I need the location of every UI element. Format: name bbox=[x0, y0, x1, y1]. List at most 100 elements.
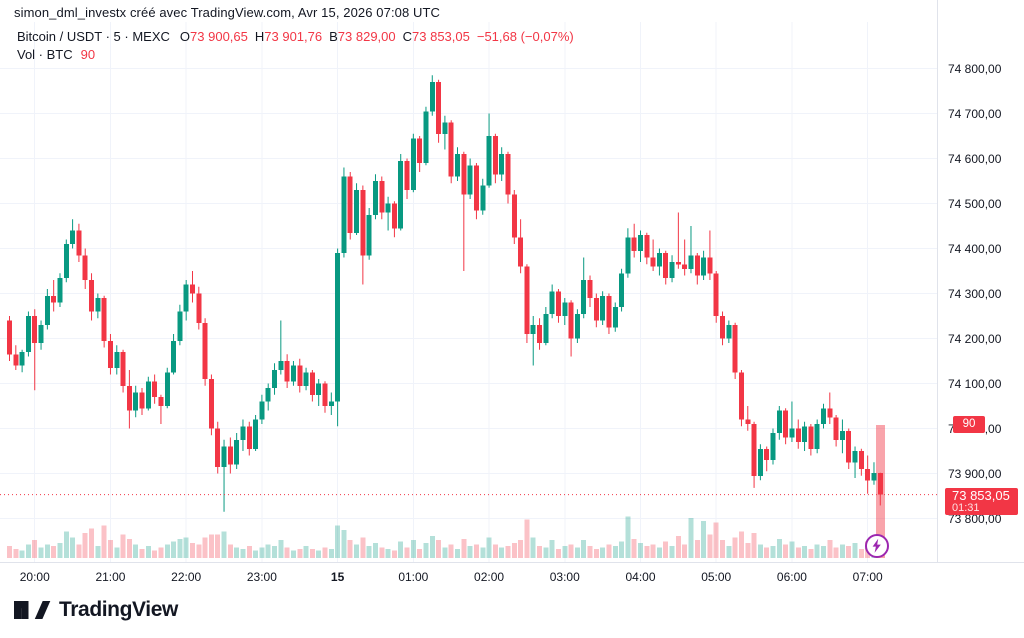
candle-body bbox=[776, 410, 782, 433]
volume-bar bbox=[518, 540, 524, 558]
legend-volume-row: Vol · BTC 90 bbox=[17, 46, 574, 63]
candle-body bbox=[808, 426, 814, 449]
volume-bar bbox=[297, 549, 303, 558]
volume-bar bbox=[820, 546, 826, 558]
candle-body bbox=[202, 322, 208, 379]
footer: TradingView bbox=[14, 596, 178, 624]
volume-bar bbox=[316, 550, 322, 558]
volume-bar bbox=[95, 546, 101, 558]
volume-bar bbox=[114, 547, 120, 558]
volume-bar bbox=[44, 544, 50, 558]
candle-body bbox=[814, 424, 820, 449]
volume-bar bbox=[524, 519, 530, 558]
candle-body bbox=[820, 408, 826, 424]
volume-bar bbox=[530, 537, 536, 558]
open-value: O73 900,65 bbox=[179, 29, 248, 44]
volume-bar bbox=[322, 547, 328, 558]
flash-button[interactable] bbox=[863, 532, 891, 560]
candle-body bbox=[555, 291, 561, 316]
tradingview-logo-icon bbox=[14, 601, 51, 619]
volume-bar bbox=[581, 540, 587, 558]
candle-body bbox=[764, 448, 770, 460]
volume-bar bbox=[101, 525, 107, 558]
candle-body bbox=[581, 280, 587, 314]
candle-body bbox=[770, 433, 776, 460]
volume-bar bbox=[448, 544, 454, 558]
candle-body bbox=[76, 230, 82, 256]
time-axis[interactable]: 20:00 21:00 22:00 23:00 15 01:00 02:00 03:00 04:… bbox=[0, 562, 1024, 590]
volume-bar bbox=[732, 537, 738, 558]
candle-body bbox=[328, 401, 334, 406]
candle-body bbox=[707, 257, 713, 274]
price-tick-label: 73 800,00 bbox=[948, 511, 1002, 526]
candle-body bbox=[32, 316, 38, 343]
volume-bar bbox=[688, 518, 694, 558]
candle-body bbox=[518, 237, 524, 267]
candle-body bbox=[802, 426, 808, 442]
volume-bar bbox=[486, 537, 492, 558]
candle-body bbox=[114, 352, 120, 368]
volume-bar bbox=[612, 546, 618, 558]
volume-bar bbox=[76, 544, 82, 558]
volume-bar bbox=[669, 546, 675, 558]
candle-body bbox=[391, 203, 397, 229]
symbol-title[interactable]: Bitcoin / USDT · 5 · MEXC bbox=[17, 29, 170, 44]
candle-body bbox=[467, 165, 473, 195]
volume-bar bbox=[492, 544, 498, 558]
volume-title[interactable]: Vol · BTC bbox=[17, 47, 73, 62]
candle-body bbox=[133, 392, 139, 411]
price-tick-label: 74 100,00 bbox=[948, 376, 1002, 391]
volume-bar bbox=[846, 546, 852, 558]
volume-bar bbox=[638, 543, 643, 558]
candle-body bbox=[745, 419, 751, 424]
price-axis[interactable]: 74 800,00 74 700,00 74 600,00 74 500,00 74 4… bbox=[937, 0, 1024, 562]
volume-bar bbox=[227, 544, 233, 558]
volume-bar bbox=[57, 543, 63, 558]
candle-body bbox=[644, 235, 650, 258]
volume-bar bbox=[177, 538, 183, 558]
volume-bar bbox=[827, 540, 833, 558]
tradingview-logo-text: TradingView bbox=[59, 598, 178, 621]
candlestick-chart[interactable] bbox=[0, 0, 938, 562]
candle-body bbox=[44, 295, 50, 325]
candle-body bbox=[568, 302, 574, 339]
volume-bar bbox=[391, 550, 397, 558]
candle-body bbox=[13, 354, 19, 366]
change-value: −51,68 (−0,07%) bbox=[476, 29, 574, 44]
candle-body bbox=[177, 311, 183, 341]
candle-body bbox=[360, 190, 366, 256]
candle-body bbox=[57, 277, 63, 303]
candle-body bbox=[89, 280, 95, 312]
volume-bar bbox=[335, 525, 341, 558]
volume-bar bbox=[13, 549, 19, 558]
candle-body bbox=[404, 160, 410, 190]
volume-bar bbox=[202, 537, 208, 558]
candle-body bbox=[543, 313, 549, 343]
volume-bar bbox=[644, 546, 650, 558]
volume-bar bbox=[196, 544, 202, 558]
time-tick-label: 02:00 bbox=[474, 570, 505, 584]
volume-bar bbox=[789, 541, 795, 558]
candle-body bbox=[253, 419, 259, 449]
time-tick-label: 01:00 bbox=[398, 570, 429, 584]
candle-body bbox=[795, 428, 801, 442]
candle-body bbox=[366, 214, 372, 256]
volume-bar bbox=[593, 549, 599, 558]
volume-bar bbox=[379, 547, 385, 558]
candle-body bbox=[309, 372, 315, 395]
volume-bar bbox=[152, 550, 158, 558]
volume-bar bbox=[164, 544, 170, 558]
candle-body bbox=[732, 325, 738, 373]
volume-bar bbox=[650, 544, 656, 558]
candle-body bbox=[738, 372, 744, 420]
volume-bar bbox=[189, 543, 195, 558]
candle-body bbox=[70, 230, 76, 244]
candle-body bbox=[675, 262, 681, 265]
candle-body bbox=[549, 291, 555, 314]
candle-body bbox=[587, 280, 593, 298]
candle-body bbox=[265, 388, 271, 402]
candle-body bbox=[215, 428, 221, 467]
candle-body bbox=[272, 370, 278, 388]
candle-body bbox=[234, 439, 240, 465]
